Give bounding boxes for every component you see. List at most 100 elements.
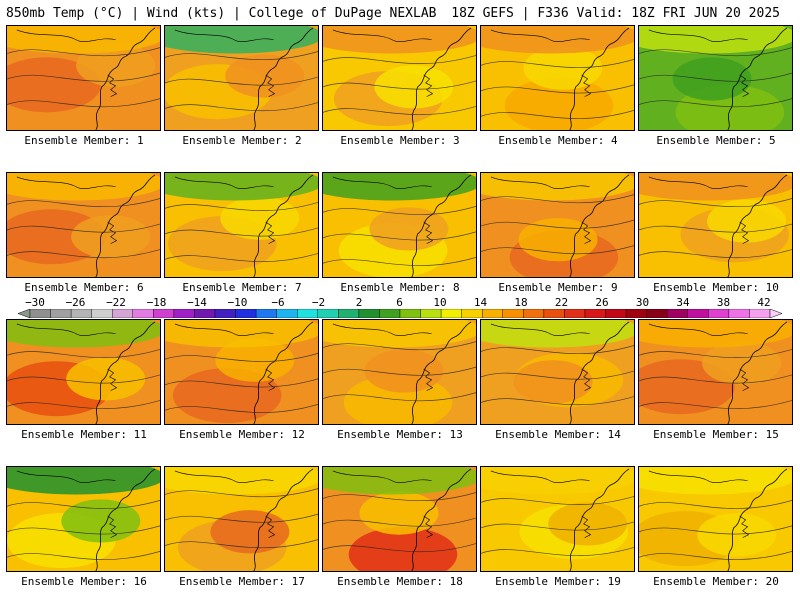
member-map-20[interactable] xyxy=(638,466,793,572)
colorbar-segment xyxy=(749,309,771,318)
member-map-field xyxy=(481,173,634,277)
member-label: Ensemble Member: 4 xyxy=(498,134,618,147)
colorbar-tick: 22 xyxy=(554,296,569,309)
colorbar-segment xyxy=(584,309,606,318)
member-map-18[interactable] xyxy=(322,466,477,572)
member-map-field xyxy=(639,26,792,130)
member-map-field xyxy=(639,320,792,424)
colorbar-segment xyxy=(214,309,236,318)
member-map-field xyxy=(481,26,634,130)
colorbar-segment xyxy=(440,309,462,318)
member-map-15[interactable] xyxy=(638,319,793,425)
member-map-field xyxy=(7,173,160,277)
colorbar-segment xyxy=(235,309,257,318)
colorbar-segment xyxy=(173,309,195,318)
member-map-3[interactable] xyxy=(322,25,477,131)
member-label: Ensemble Member: 17 xyxy=(179,575,305,588)
member-map-16[interactable] xyxy=(6,466,161,572)
member-map-field xyxy=(323,26,476,130)
colorbar-segment xyxy=(70,309,92,318)
colorbar-segment xyxy=(338,309,360,318)
colorbar-segment xyxy=(153,309,175,318)
colorbar-segment xyxy=(358,309,380,318)
member-label: Ensemble Member: 18 xyxy=(337,575,463,588)
member-label: Ensemble Member: 11 xyxy=(21,428,147,441)
colorbar-tick: −2 xyxy=(311,296,326,309)
member-map-4[interactable] xyxy=(480,25,635,131)
colorbar-segment xyxy=(605,309,627,318)
member-map-field xyxy=(323,467,476,571)
member-map-17[interactable] xyxy=(164,466,319,572)
colorbar-tick: −30 xyxy=(25,296,45,309)
member-map-field xyxy=(7,467,160,571)
member-map-11[interactable] xyxy=(6,319,161,425)
colorbar-segment xyxy=(399,309,421,318)
colorbar-segment xyxy=(502,309,524,318)
member-map-field xyxy=(639,173,792,277)
member-map-19[interactable] xyxy=(480,466,635,572)
member-label: Ensemble Member: 9 xyxy=(498,281,618,294)
member-map-10[interactable] xyxy=(638,172,793,278)
colorbar-tick: 14 xyxy=(473,296,488,309)
temperature-colorbar xyxy=(18,309,782,318)
member-label: Ensemble Member: 14 xyxy=(495,428,621,441)
member-map-9[interactable] xyxy=(480,172,635,278)
colorbar-segment xyxy=(276,309,298,318)
member-map-field xyxy=(165,467,318,571)
colorbar-tick: 6 xyxy=(396,296,403,309)
member-label: Ensemble Member: 1 xyxy=(24,134,144,147)
colorbar-segment xyxy=(194,309,216,318)
member-map-8[interactable] xyxy=(322,172,477,278)
member-map-7[interactable] xyxy=(164,172,319,278)
valid-time: 18Z GEFS | F336 Valid: 18Z FRI JUN 20 20… xyxy=(451,6,780,21)
colorbar-tick: −14 xyxy=(187,296,207,309)
colorbar-segment xyxy=(132,309,154,318)
member-map-field xyxy=(165,320,318,424)
member-map-5[interactable] xyxy=(638,25,793,131)
colorbar-tick: 10 xyxy=(433,296,447,309)
colorbar-segment xyxy=(523,309,545,318)
member-label: Ensemble Member: 5 xyxy=(656,134,776,147)
colorbar-tick: −26 xyxy=(65,296,86,309)
member-label: Ensemble Member: 2 xyxy=(182,134,302,147)
colorbar-segment xyxy=(543,309,565,318)
colorbar-segment xyxy=(297,309,318,318)
colorbar-tick: −18 xyxy=(146,296,167,309)
colorbar-segment xyxy=(687,309,709,318)
colorbar-segment xyxy=(29,309,51,318)
member-label: Ensemble Member: 19 xyxy=(495,575,621,588)
colorbar-segment xyxy=(482,309,503,318)
member-map-field xyxy=(481,320,634,424)
colorbar-tick: 42 xyxy=(757,296,771,309)
colorbar-segment xyxy=(112,309,133,318)
member-map-1[interactable] xyxy=(6,25,161,131)
colorbar-segment xyxy=(379,309,401,318)
colorbar-segment xyxy=(667,309,688,318)
colorbar-tick: −22 xyxy=(106,296,126,309)
colorbar-tick: 18 xyxy=(514,296,528,309)
colorbar-segment xyxy=(625,309,647,318)
map-title: 850mb Temp (°C) | Wind (kts) | College o… xyxy=(6,6,437,21)
member-label: Ensemble Member: 13 xyxy=(337,428,463,441)
member-map-6[interactable] xyxy=(6,172,161,278)
member-label: Ensemble Member: 12 xyxy=(179,428,305,441)
colorbar-tick: −10 xyxy=(227,296,248,309)
member-map-2[interactable] xyxy=(164,25,319,131)
colorbar-segment xyxy=(317,309,339,318)
member-label: Ensemble Member: 16 xyxy=(21,575,147,588)
member-label: Ensemble Member: 20 xyxy=(653,575,779,588)
member-map-13[interactable] xyxy=(322,319,477,425)
colorbar-segment xyxy=(91,309,113,318)
colorbar-tick: 30 xyxy=(635,296,650,309)
member-map-field xyxy=(639,467,792,571)
colorbar-tick: 26 xyxy=(595,296,609,309)
member-label: Ensemble Member: 10 xyxy=(653,281,779,294)
colorbar-segment xyxy=(564,309,586,318)
member-map-field xyxy=(323,173,476,277)
member-map-field xyxy=(165,26,318,130)
member-map-14[interactable] xyxy=(480,319,635,425)
member-label: Ensemble Member: 15 xyxy=(653,428,779,441)
member-map-12[interactable] xyxy=(164,319,319,425)
colorbar-tick: 34 xyxy=(676,296,690,309)
member-label: Ensemble Member: 6 xyxy=(24,281,144,294)
